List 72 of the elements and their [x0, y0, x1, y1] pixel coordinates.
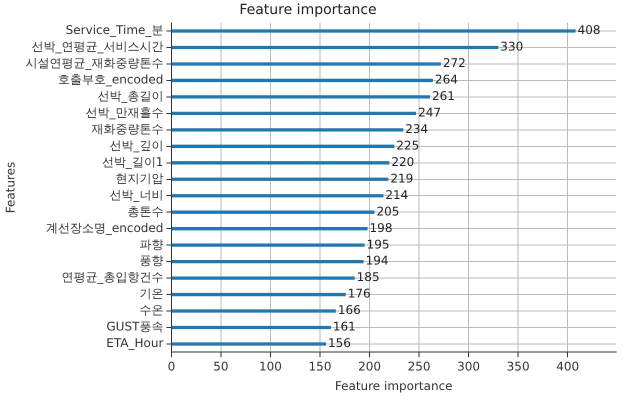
data-label: 161 — [332, 320, 356, 334]
data-label: 194 — [366, 254, 388, 268]
data-label: 272 — [442, 56, 466, 70]
data-label: 330 — [500, 40, 524, 54]
y-tick-label: 연평균_총입항건수 — [61, 270, 164, 284]
y-tick-label: 선박_만재흘수 — [85, 106, 164, 120]
bar — [172, 292, 346, 296]
x-tick-label: 350 — [506, 360, 530, 374]
bar — [172, 161, 390, 164]
bar — [172, 62, 441, 66]
bar — [172, 244, 365, 247]
y-tick-label: 선박_너비 — [109, 188, 164, 202]
bar — [172, 309, 336, 313]
y-tick-label: 선박_연평균_서비스시간 — [31, 40, 164, 54]
y-axis-title: Features — [3, 162, 18, 214]
data-label: 166 — [338, 303, 361, 318]
y-tick-label: 계선장소명_encoded — [46, 220, 164, 235]
y-tick-label: 선박_길이1 — [102, 154, 164, 169]
x-tick-label: 0 — [168, 360, 176, 374]
data-label: 214 — [385, 188, 408, 202]
y-tick-label: 현지기압 — [115, 171, 164, 186]
chart-title: Feature importance — [239, 2, 377, 18]
y-tick-label: 재화중량톤수 — [91, 122, 164, 136]
x-tick-label: 300 — [457, 360, 480, 374]
bar — [172, 260, 364, 264]
bar — [172, 342, 326, 346]
data-label: 198 — [370, 220, 392, 235]
bar — [172, 326, 331, 330]
y-tick-label: 호출부호_encoded — [58, 72, 164, 87]
y-tick-label: 선박_총길이 — [97, 89, 164, 104]
bar — [172, 95, 430, 99]
bar — [172, 78, 433, 82]
bar — [172, 194, 384, 198]
bar — [172, 178, 388, 181]
x-tick-label: 400 — [556, 360, 580, 374]
y-tick-label: ETA_Hour — [106, 336, 164, 350]
bar — [172, 144, 394, 148]
bar — [172, 128, 404, 132]
x-tick-label: 200 — [358, 360, 381, 374]
x-tick-label: 50 — [213, 360, 229, 374]
data-label: 234 — [405, 122, 428, 136]
x-tick-label: 150 — [308, 360, 332, 374]
bar — [172, 46, 498, 50]
data-label: 247 — [418, 106, 441, 120]
data-label: 185 — [356, 270, 380, 284]
x-tick-label: 250 — [408, 360, 431, 374]
bar — [172, 210, 374, 214]
y-tick-label: 풍향 — [139, 254, 164, 268]
y-tick-label: 선박_깊이 — [109, 138, 164, 152]
data-label: 264 — [434, 72, 458, 87]
x-tick-label: 100 — [259, 360, 282, 374]
data-label: 195 — [366, 237, 390, 252]
x-axis-title: Feature importance — [334, 378, 453, 393]
data-label: 261 — [432, 89, 455, 104]
y-tick-label: GUST풍속 — [106, 320, 164, 334]
y-tick-label: 기온 — [139, 286, 164, 301]
y-tick-label: 총톤수 — [127, 204, 164, 218]
bar — [172, 112, 416, 116]
y-tick-label: 파향 — [139, 237, 164, 252]
data-label: 205 — [376, 204, 400, 218]
bar — [172, 227, 368, 230]
data-label: 408 — [578, 23, 600, 38]
y-tick-label: Service_Time_분 — [66, 23, 164, 38]
bar — [172, 29, 576, 33]
data-label: 219 — [390, 171, 414, 186]
y-tick-label: 수온 — [139, 303, 164, 318]
bar — [172, 276, 355, 280]
data-label: 176 — [348, 286, 371, 301]
data-label: 220 — [391, 154, 414, 169]
data-label: 156 — [328, 336, 351, 350]
y-tick-label: 시설연평균_재화중량톤수 — [25, 56, 164, 70]
data-label: 225 — [396, 138, 420, 152]
